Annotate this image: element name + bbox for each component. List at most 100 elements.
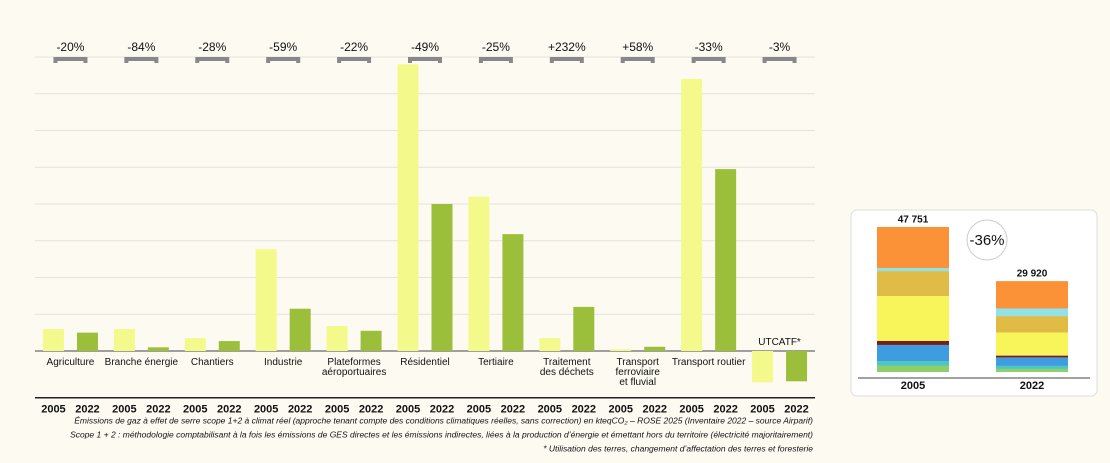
change-label: -84% [127, 40, 155, 54]
bar [42, 328, 64, 351]
bar [255, 249, 277, 351]
change-label: -49% [411, 40, 439, 54]
bar [539, 338, 561, 351]
change-label: -3% [769, 40, 791, 54]
year-label: 2005 [467, 404, 491, 416]
year-label: 2022 [288, 404, 312, 416]
year-label: 2022 [430, 404, 454, 416]
change-label: +58% [622, 40, 653, 54]
change-badge [966, 219, 1008, 261]
bracket [124, 57, 159, 63]
stack-segment [996, 355, 1068, 358]
total-label: 29 920 [1017, 269, 1048, 280]
category-label: Tertiaire [478, 357, 514, 368]
bar [218, 341, 240, 351]
year-label: 2022 [713, 404, 737, 416]
stack-segment [877, 226, 949, 269]
bar [644, 346, 666, 351]
bar [431, 204, 453, 351]
bar [681, 79, 703, 352]
stack-segment [877, 344, 949, 362]
year-label: 2005 [396, 404, 420, 416]
change-label: -59% [269, 40, 297, 54]
year-label: 2005 [901, 380, 925, 392]
change-label: -28% [198, 40, 226, 54]
bracket [691, 57, 726, 63]
bar [360, 330, 382, 351]
stack-segment [877, 361, 949, 366]
stack-segment [996, 357, 1068, 366]
year-label: 2005 [183, 404, 207, 416]
bar [786, 351, 808, 382]
stack-segment [996, 316, 1068, 333]
bar [113, 328, 135, 351]
stack-segment [877, 268, 949, 272]
footnote: Émissions de gaz à effet de serre scope … [74, 415, 813, 425]
category-label: Agriculture [47, 357, 95, 368]
year-label: 2022 [146, 404, 170, 416]
bar [147, 347, 169, 351]
bar [752, 351, 774, 383]
year-label: 2005 [112, 404, 136, 416]
bar [326, 326, 348, 351]
change-label: -20% [56, 40, 84, 54]
bracket [53, 57, 88, 63]
bar [715, 169, 737, 351]
category-label: Branche énergie [105, 357, 179, 368]
change-label: -33% [695, 40, 723, 54]
year-label: 2005 [538, 404, 562, 416]
stack-segment [877, 271, 949, 296]
year-label: 2005 [608, 404, 632, 416]
year-label: 2022 [784, 404, 808, 416]
category-label: Chantiers [191, 357, 234, 368]
stack-segment [996, 281, 1068, 309]
stack-segment [877, 365, 949, 372]
stack-segment [996, 308, 1068, 317]
stack-segment [996, 368, 1068, 372]
year-label: 2005 [254, 404, 278, 416]
change-label: -22% [340, 40, 368, 54]
stack-segment [996, 365, 1068, 369]
bar [184, 338, 206, 351]
total-label: 47 751 [898, 215, 929, 226]
year-label: 2022 [501, 404, 525, 416]
footnote: Scope 1 + 2 : méthodologie comptabilisan… [70, 429, 813, 439]
category-label: Résidentiel [400, 357, 449, 368]
bracket [620, 57, 655, 63]
year-label: 2005 [41, 404, 65, 416]
bracket [762, 57, 797, 63]
bracket [549, 57, 584, 63]
category-label: Transport ferroviaire et fluvial [615, 357, 660, 388]
bar [573, 306, 595, 351]
category-label: Traitement des déchets [540, 357, 594, 378]
bracket [195, 57, 230, 63]
year-label: 2022 [572, 404, 596, 416]
year-label: 2005 [325, 404, 349, 416]
bracket [478, 57, 513, 63]
bar [610, 349, 632, 351]
bar [468, 196, 490, 351]
year-label: 2022 [642, 404, 666, 416]
year-label: 2022 [359, 404, 383, 416]
year-label: 2022 [75, 404, 99, 416]
category-label: Plateformes aéroportuaires [322, 357, 386, 378]
category-label: Industrie [264, 357, 303, 368]
year-label: 2005 [750, 404, 774, 416]
bracket [266, 57, 301, 63]
year-label: 2022 [217, 404, 241, 416]
bar [502, 234, 524, 351]
stack-segment [877, 296, 949, 341]
bracket [337, 57, 372, 63]
change-label: -25% [482, 40, 510, 54]
stack-segment [877, 340, 949, 345]
year-label: 2005 [679, 404, 703, 416]
category-label: UTCATF* [758, 337, 801, 348]
change-label: -36% [969, 232, 1004, 249]
bracket [408, 57, 442, 63]
stack-segment [996, 332, 1068, 356]
bar [289, 308, 311, 351]
bar [76, 332, 98, 351]
change-label: +232% [548, 40, 586, 54]
category-label: Transport routier [672, 357, 746, 368]
